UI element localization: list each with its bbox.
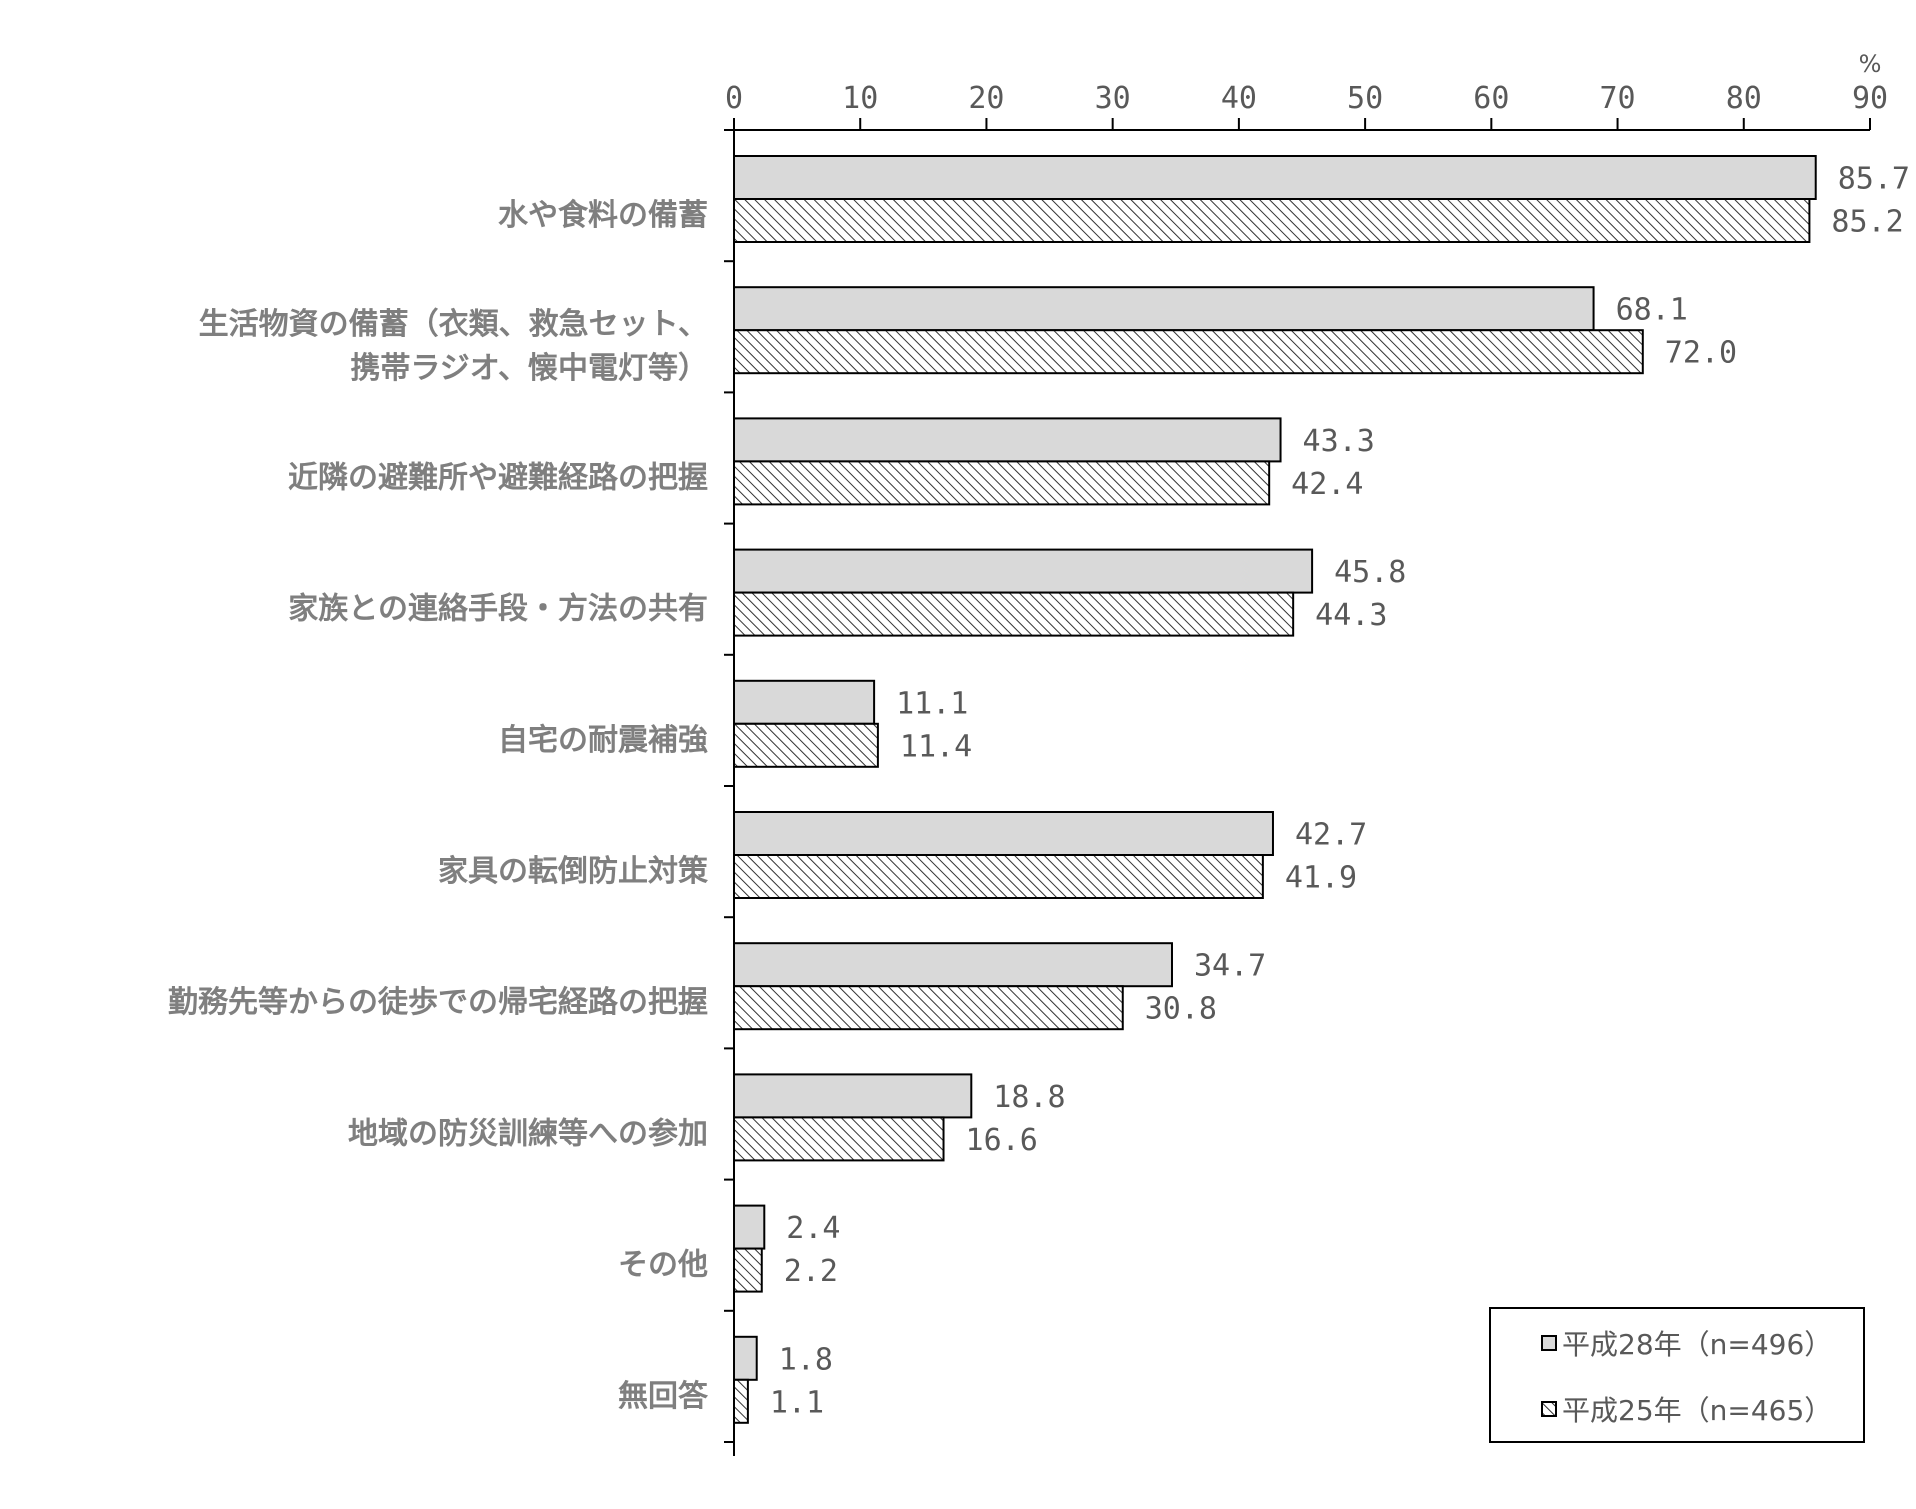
- x-tick-label: 30: [1095, 81, 1131, 116]
- bar-h28: [733, 942, 1173, 988]
- category-label: 家族との連絡手段・方法の共有: [288, 592, 708, 627]
- bar-h28: [733, 1335, 758, 1381]
- bar-h28: [733, 1073, 973, 1119]
- category-label: その他: [618, 1248, 708, 1283]
- x-tick-label: 0: [725, 81, 743, 116]
- axis-layer: 0 10 20 30 40 50 60 70 80 90%: [724, 50, 1888, 1456]
- bar-h25: [733, 329, 1644, 375]
- bar-h25: [733, 854, 1264, 899]
- category-label: 携帯ラジオ、懐中電灯等）: [350, 351, 708, 386]
- value-label: 45.8: [1334, 555, 1406, 590]
- value-label: 11.1: [896, 686, 968, 721]
- bar-h25: [733, 198, 1811, 243]
- value-label: 41.9: [1285, 861, 1357, 896]
- legend-swatch: [1541, 1335, 1557, 1351]
- value-label: 30.8: [1145, 992, 1217, 1027]
- category-label: 地域の防災訓練等への参加: [348, 1116, 708, 1151]
- value-label: 72.0: [1665, 336, 1737, 371]
- category-label: 生活物資の備蓄（衣類、救急セット、: [199, 307, 708, 342]
- value-label: 16.6: [966, 1123, 1038, 1158]
- value-label: 44.3: [1315, 598, 1387, 633]
- bar-h28: [733, 811, 1274, 856]
- value-label: 1.1: [770, 1385, 824, 1420]
- bar-h28: [733, 155, 1817, 200]
- x-tick-label: 90: [1852, 81, 1888, 116]
- value-label: 42.4: [1291, 467, 1363, 502]
- value-label: 2.2: [784, 1254, 838, 1289]
- legend-label: 平成28年（n=496）: [1562, 1328, 1832, 1361]
- value-label: 1.8: [779, 1342, 833, 1377]
- bar-layer: 水や食料の備蓄 85.7 85.2 生活物資の備蓄（衣類、救急セット、携帯ラジオ、懐中…: [168, 155, 1910, 1424]
- bar-h25: [733, 460, 1271, 506]
- x-tick-label: 70: [1599, 81, 1635, 116]
- value-label: 11.4: [900, 729, 972, 764]
- legend-swatch: [1541, 1401, 1557, 1417]
- bar-h28: [733, 1204, 766, 1250]
- bar-h25: [733, 722, 879, 768]
- category-label: 無回答: [618, 1379, 709, 1414]
- category-label: 勤務先等からの徒歩での帰宅経路の把握: [168, 985, 708, 1020]
- x-tick-label: 60: [1473, 81, 1509, 116]
- bar-h28: [733, 679, 876, 725]
- unit-label: %: [1859, 50, 1882, 78]
- category-label: 家具の転倒防止対策: [438, 854, 708, 889]
- value-label: 18.8: [993, 1080, 1065, 1115]
- value-label: 2.4: [786, 1211, 840, 1246]
- bar-h25: [733, 591, 1295, 637]
- value-label: 42.7: [1295, 818, 1367, 853]
- bar-h25: [733, 1247, 763, 1293]
- value-label: 85.7: [1838, 162, 1910, 197]
- x-tick-label: 20: [968, 81, 1004, 116]
- x-tick-label: 80: [1726, 81, 1762, 116]
- value-label: 85.2: [1831, 205, 1903, 240]
- bar-h25: [733, 1116, 945, 1162]
- category-label: 近隣の避難所や避難経路の把握: [288, 460, 708, 495]
- legend-label: 平成25年（n=465）: [1562, 1394, 1832, 1427]
- x-tick-label: 50: [1347, 81, 1383, 116]
- bar-h28: [733, 548, 1314, 594]
- category-label: 自宅の耐震補強: [498, 723, 708, 758]
- bar-h25: [733, 985, 1124, 1031]
- value-label: 68.1: [1616, 293, 1688, 328]
- value-label: 34.7: [1194, 949, 1266, 984]
- legend: 平成28年（n=496） 平成25年（n=465）: [1489, 1307, 1865, 1443]
- bar-h25: [733, 1378, 749, 1424]
- value-label: 43.3: [1303, 424, 1375, 459]
- bar-h28: [733, 286, 1595, 332]
- x-tick-label: 40: [1221, 81, 1257, 116]
- bar-h28: [733, 417, 1282, 463]
- category-label: 水や食料の備蓄: [498, 198, 708, 233]
- x-tick-label: 10: [842, 81, 878, 116]
- legend-box: [1489, 1307, 1865, 1443]
